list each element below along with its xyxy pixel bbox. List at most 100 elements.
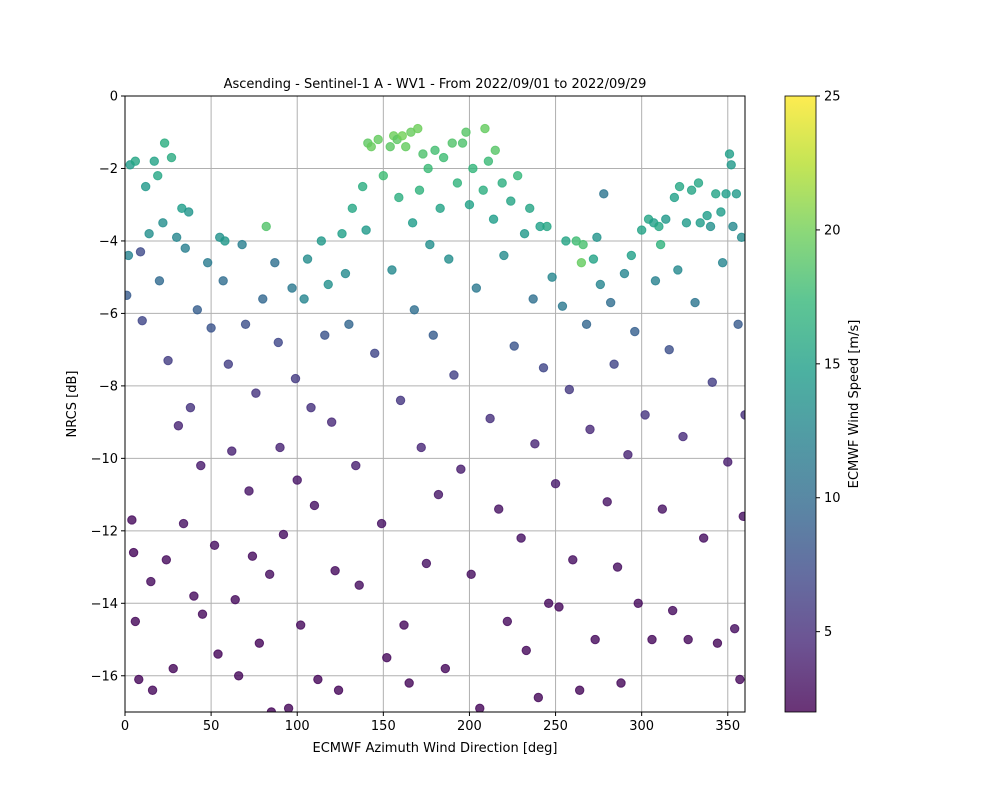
data-point xyxy=(490,145,500,156)
data-point xyxy=(528,294,538,304)
data-point xyxy=(414,185,425,195)
data-point xyxy=(184,207,194,217)
data-point xyxy=(550,479,561,489)
data-point xyxy=(599,189,609,199)
data-point xyxy=(290,373,301,384)
data-point xyxy=(702,210,712,221)
data-point xyxy=(240,319,251,329)
data-point xyxy=(733,319,743,329)
data-point xyxy=(144,228,154,239)
data-point xyxy=(416,442,426,453)
data-point xyxy=(690,297,700,308)
data-point xyxy=(728,221,738,232)
data-point xyxy=(483,156,494,166)
data-point xyxy=(337,228,347,239)
data-point xyxy=(673,265,683,275)
y-tick-label: −12 xyxy=(91,524,118,539)
data-point xyxy=(278,529,289,540)
data-point xyxy=(366,142,376,152)
data-point xyxy=(738,511,745,522)
data-point xyxy=(409,305,420,315)
x-tick-label: 50 xyxy=(203,719,220,734)
data-point xyxy=(626,250,637,261)
y-tick-label: −8 xyxy=(99,379,118,394)
data-point xyxy=(435,203,445,214)
data-point xyxy=(574,685,585,695)
data-point xyxy=(726,160,736,170)
data-point xyxy=(326,417,337,427)
y-axis-label: NRCS [dB] xyxy=(65,371,80,438)
data-point xyxy=(171,232,182,243)
data-point xyxy=(127,515,137,525)
data-point xyxy=(576,257,587,268)
data-point xyxy=(323,279,333,290)
data-point xyxy=(330,565,340,576)
data-point xyxy=(128,547,139,558)
data-point xyxy=(633,598,643,608)
data-point xyxy=(557,301,568,311)
data-point xyxy=(564,384,575,395)
data-point xyxy=(440,663,451,674)
data-point xyxy=(654,221,664,232)
data-point xyxy=(590,634,600,645)
x-tick-label: 0 xyxy=(121,719,129,734)
data-point xyxy=(130,616,141,627)
data-point xyxy=(166,152,177,163)
colorbar-label: ECMWF Wind Speed [m/s] xyxy=(847,320,862,489)
data-point xyxy=(354,580,364,590)
data-point xyxy=(735,674,745,685)
data-point xyxy=(721,189,731,199)
data-point xyxy=(227,446,237,456)
data-point xyxy=(340,268,351,279)
data-point xyxy=(373,134,383,145)
colorbar-tick-label: 10 xyxy=(824,491,841,506)
colorbar-tick-label: 15 xyxy=(824,357,841,372)
data-point xyxy=(196,460,206,471)
data-point xyxy=(261,221,271,232)
data-point xyxy=(154,276,165,286)
data-point xyxy=(213,649,223,659)
data-point xyxy=(283,703,294,712)
colorbar-ticks: 5 10 15 20 25 xyxy=(816,90,841,640)
data-point xyxy=(717,257,728,268)
data-point xyxy=(163,355,173,366)
data-point xyxy=(499,250,509,261)
data-point xyxy=(521,645,531,656)
data-point xyxy=(313,674,323,685)
data-point xyxy=(433,489,444,500)
data-point xyxy=(134,674,144,685)
data-point xyxy=(681,218,692,228)
data-point xyxy=(568,555,578,565)
data-point xyxy=(516,533,526,543)
data-point xyxy=(449,370,459,380)
data-point xyxy=(647,634,657,645)
data-point xyxy=(471,283,482,293)
colorbar xyxy=(784,95,817,713)
data-point xyxy=(712,638,723,648)
data-point xyxy=(197,609,208,619)
data-point xyxy=(309,500,320,511)
data-point xyxy=(650,276,661,286)
data-point xyxy=(464,200,475,210)
chart-title: Ascending - Sentinel-1 A - WV1 - From 20… xyxy=(224,77,647,92)
data-point xyxy=(302,254,313,264)
data-point xyxy=(457,138,468,148)
data-point xyxy=(678,431,688,442)
x-tick-label: 250 xyxy=(543,719,568,734)
data-points xyxy=(125,123,745,712)
data-point xyxy=(581,319,592,329)
data-point xyxy=(605,297,616,308)
data-point xyxy=(731,189,742,199)
data-point xyxy=(683,634,693,645)
data-point xyxy=(640,410,650,420)
data-point xyxy=(736,232,745,243)
data-point xyxy=(361,225,371,235)
grid xyxy=(124,95,745,712)
data-point xyxy=(149,156,159,166)
data-point xyxy=(667,605,678,616)
data-point xyxy=(158,218,168,228)
data-point xyxy=(674,181,685,192)
data-point xyxy=(616,678,626,688)
data-point xyxy=(542,221,552,232)
x-tick-label: 300 xyxy=(629,719,654,734)
